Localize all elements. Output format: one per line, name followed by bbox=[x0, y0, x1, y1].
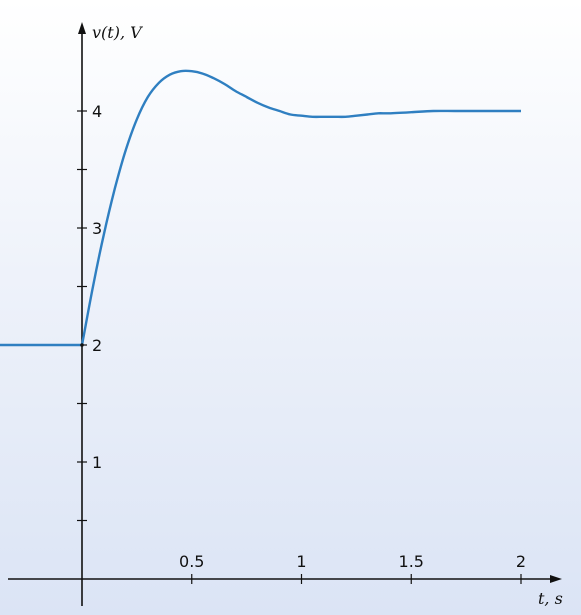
x-axis-arrow bbox=[550, 575, 562, 583]
x-tick-label-2: 1.5 bbox=[399, 552, 424, 571]
y-tick-label-7: 4 bbox=[92, 102, 102, 121]
y-tick-label-1: 1 bbox=[92, 453, 102, 472]
series-layer bbox=[0, 69, 521, 347]
y-axis-arrow bbox=[78, 22, 86, 34]
y-axis-label: v(t), V bbox=[92, 23, 143, 42]
x-axis-label: t, s bbox=[538, 589, 563, 608]
series-line-0 bbox=[0, 69, 521, 347]
series-start-point-0 bbox=[80, 343, 84, 347]
x-tick-label-1: 1 bbox=[296, 552, 306, 571]
y-tick-label-3: 2 bbox=[92, 336, 102, 355]
ticks: 1 2 3 4 0.5 1 1.5 2 bbox=[77, 102, 526, 584]
x-tick-label-0: 0.5 bbox=[179, 552, 204, 571]
y-tick-label-5: 3 bbox=[92, 219, 102, 238]
x-tick-label-3: 2 bbox=[516, 552, 526, 571]
axes bbox=[8, 22, 562, 606]
